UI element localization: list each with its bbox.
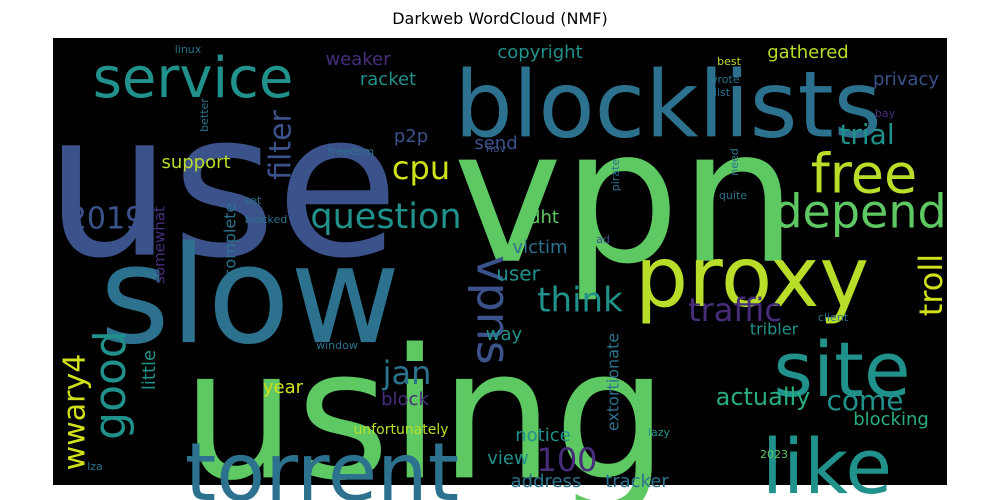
- word-traffic: traffic: [688, 291, 782, 329]
- word-p2p: p2p: [394, 126, 428, 147]
- word-depend: depend: [773, 185, 946, 239]
- word-site: site: [773, 325, 910, 414]
- word-racket: racket: [360, 69, 416, 90]
- word-tracker: tracker: [605, 471, 669, 492]
- word-copyright: copyright: [497, 42, 582, 63]
- word-good: good: [85, 330, 136, 440]
- word-unfortunately: unfortunately: [353, 422, 448, 438]
- word-cpu: cpu: [392, 149, 450, 187]
- word-extortionate: extortionate: [604, 333, 623, 431]
- word-free: free: [811, 143, 917, 206]
- word-proxy: proxy: [635, 228, 869, 326]
- word-bay: bay: [875, 107, 896, 120]
- word-think: think: [537, 281, 623, 321]
- word-blocking: blocking: [853, 409, 929, 430]
- word-best: best: [717, 55, 741, 68]
- word-come: come: [826, 384, 903, 417]
- word-gathered: gathered: [767, 42, 849, 63]
- word-filter: filter: [264, 109, 299, 179]
- word-service: service: [93, 46, 294, 111]
- word-actually: actually: [716, 383, 811, 411]
- word-use: use: [45, 70, 399, 303]
- word-nov: nov: [486, 142, 507, 155]
- word-wrote: wrote: [708, 73, 739, 86]
- word-notice: notice: [515, 425, 570, 446]
- word-vpns: vpns: [467, 255, 521, 365]
- word-little: little: [139, 350, 160, 390]
- word-view: view: [487, 448, 528, 469]
- word-using: using: [182, 311, 668, 500]
- word-lza: lza: [87, 460, 103, 473]
- word-address: address: [511, 471, 582, 492]
- word-trial: trial: [839, 118, 894, 151]
- word-vpn: vpn: [453, 89, 797, 305]
- word-freedom: freedom: [328, 145, 374, 158]
- word-support: support: [161, 152, 230, 173]
- word-somewhat: somewhat: [151, 206, 169, 284]
- word-linux: linux: [175, 43, 202, 56]
- word-question: question: [310, 197, 461, 237]
- word-2019: 2019: [68, 202, 144, 237]
- word-like: like: [762, 422, 892, 500]
- word-set: set: [245, 194, 262, 207]
- word-send: send: [474, 133, 517, 154]
- word-tribler: tribler: [750, 320, 799, 339]
- word-complete: complete: [221, 203, 240, 278]
- word-quite: quite: [719, 189, 747, 202]
- word-year: year: [263, 377, 304, 398]
- word-client: client: [818, 311, 849, 324]
- word-slow: slow: [100, 217, 401, 374]
- word-block: block: [381, 389, 429, 410]
- word-way: way: [486, 324, 523, 345]
- word-troll: troll: [912, 254, 950, 316]
- word-blocklists: blocklists: [454, 51, 881, 158]
- word-window: window: [316, 339, 358, 352]
- word-need: need: [728, 148, 741, 176]
- word-list: list: [714, 86, 731, 99]
- word-jan: jan: [382, 354, 432, 392]
- word-user: user: [496, 262, 540, 286]
- word-torrent: torrent: [185, 426, 459, 500]
- word-better: better: [198, 98, 211, 132]
- word-lazy: lazy: [648, 426, 671, 439]
- chart-title: Darkweb WordCloud (NMF): [392, 9, 608, 28]
- word-weaker: weaker: [325, 49, 391, 70]
- word-victim: victim: [512, 237, 567, 258]
- word-dht: dht: [529, 207, 559, 228]
- word-wwary4: wwary4: [58, 354, 93, 471]
- word-ad: ad: [596, 233, 610, 246]
- word-blocked: blocked: [245, 213, 288, 226]
- word-pirate: pirate: [609, 159, 622, 192]
- word-privacy: privacy: [873, 69, 939, 90]
- word-2023: 2023: [760, 448, 788, 461]
- cloud-background: [53, 38, 947, 485]
- word-100: 100: [536, 441, 597, 479]
